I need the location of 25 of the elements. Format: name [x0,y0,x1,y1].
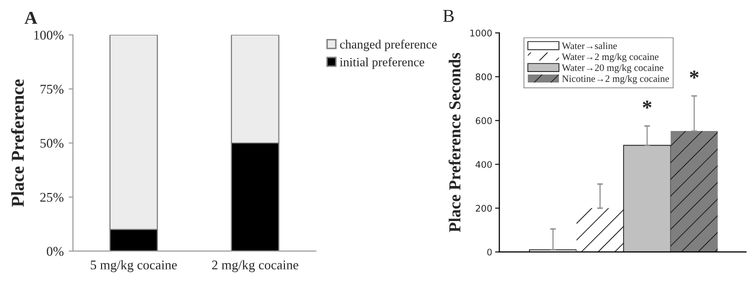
legend-label: changed preference [340,40,437,52]
y-tick-label: 0 [487,248,492,256]
y-tick-label: 75% [40,84,64,94]
y-tick-label: 25% [40,192,64,202]
y-tick-label: 50% [40,138,64,148]
y-tick-label: 800 [476,73,492,80]
chart-title: A [24,12,38,24]
legend-label: initial preference [340,57,424,69]
chart-title: B [443,10,454,22]
legend-label: Water→saline [562,42,617,50]
y-axis-title: Place Preference [11,79,24,207]
legend-label: Nicotine→2 mg/kg cocaine [562,75,669,84]
y-tick-label: 400 [476,161,492,168]
legend-label: Water→2 mg/kg cocaine [562,53,658,62]
legend-label: Water→20 mg/kg cocaine [562,64,664,73]
y-tick-label: 1000 [470,30,492,36]
annotation: * [690,70,699,78]
y-tick-label: 200 [476,204,492,212]
x-tick-label: 5 mg/kg cocaine [90,260,177,272]
y-axis-title: Place Preference Seconds [448,52,460,232]
y-tick-label: 100% [34,30,64,40]
y-tick-label: 0% [46,246,64,256]
y-tick-label: 600 [476,117,492,124]
x-tick-label: 2 mg/kg cocaine [212,260,298,272]
annotation: * [642,100,652,108]
